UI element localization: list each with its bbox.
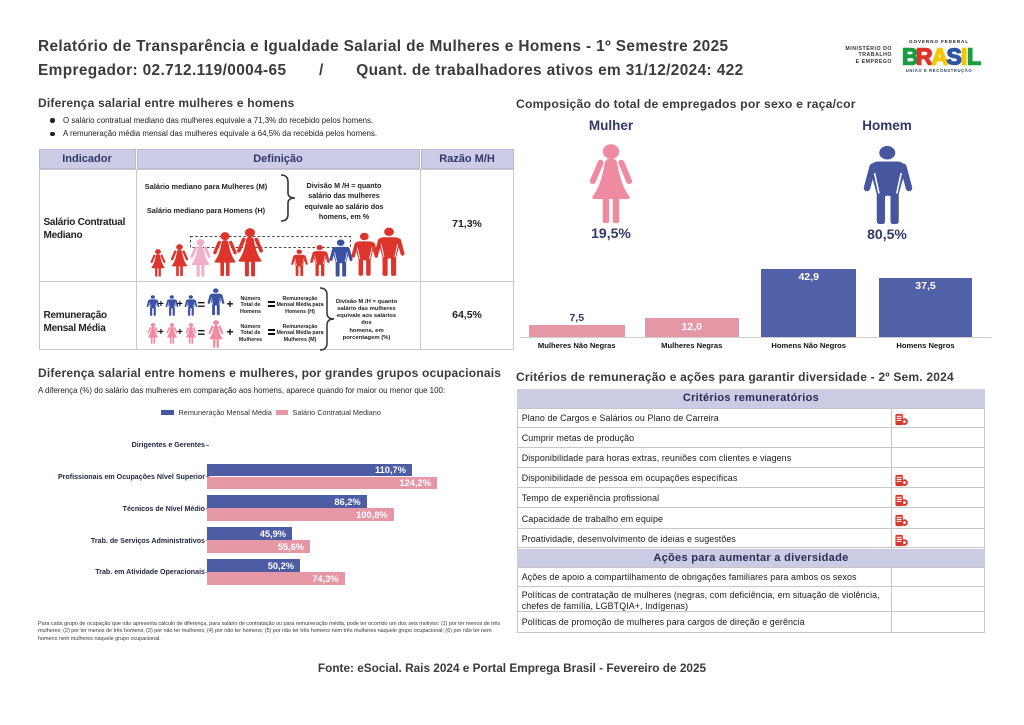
svg-text:S: S (947, 45, 962, 67)
svg-text:R: R (916, 45, 933, 67)
svg-text:B: B (902, 45, 919, 67)
svg-text:L: L (967, 45, 981, 67)
svg-text:I: I (961, 45, 967, 67)
svg-text:A: A (932, 45, 949, 67)
